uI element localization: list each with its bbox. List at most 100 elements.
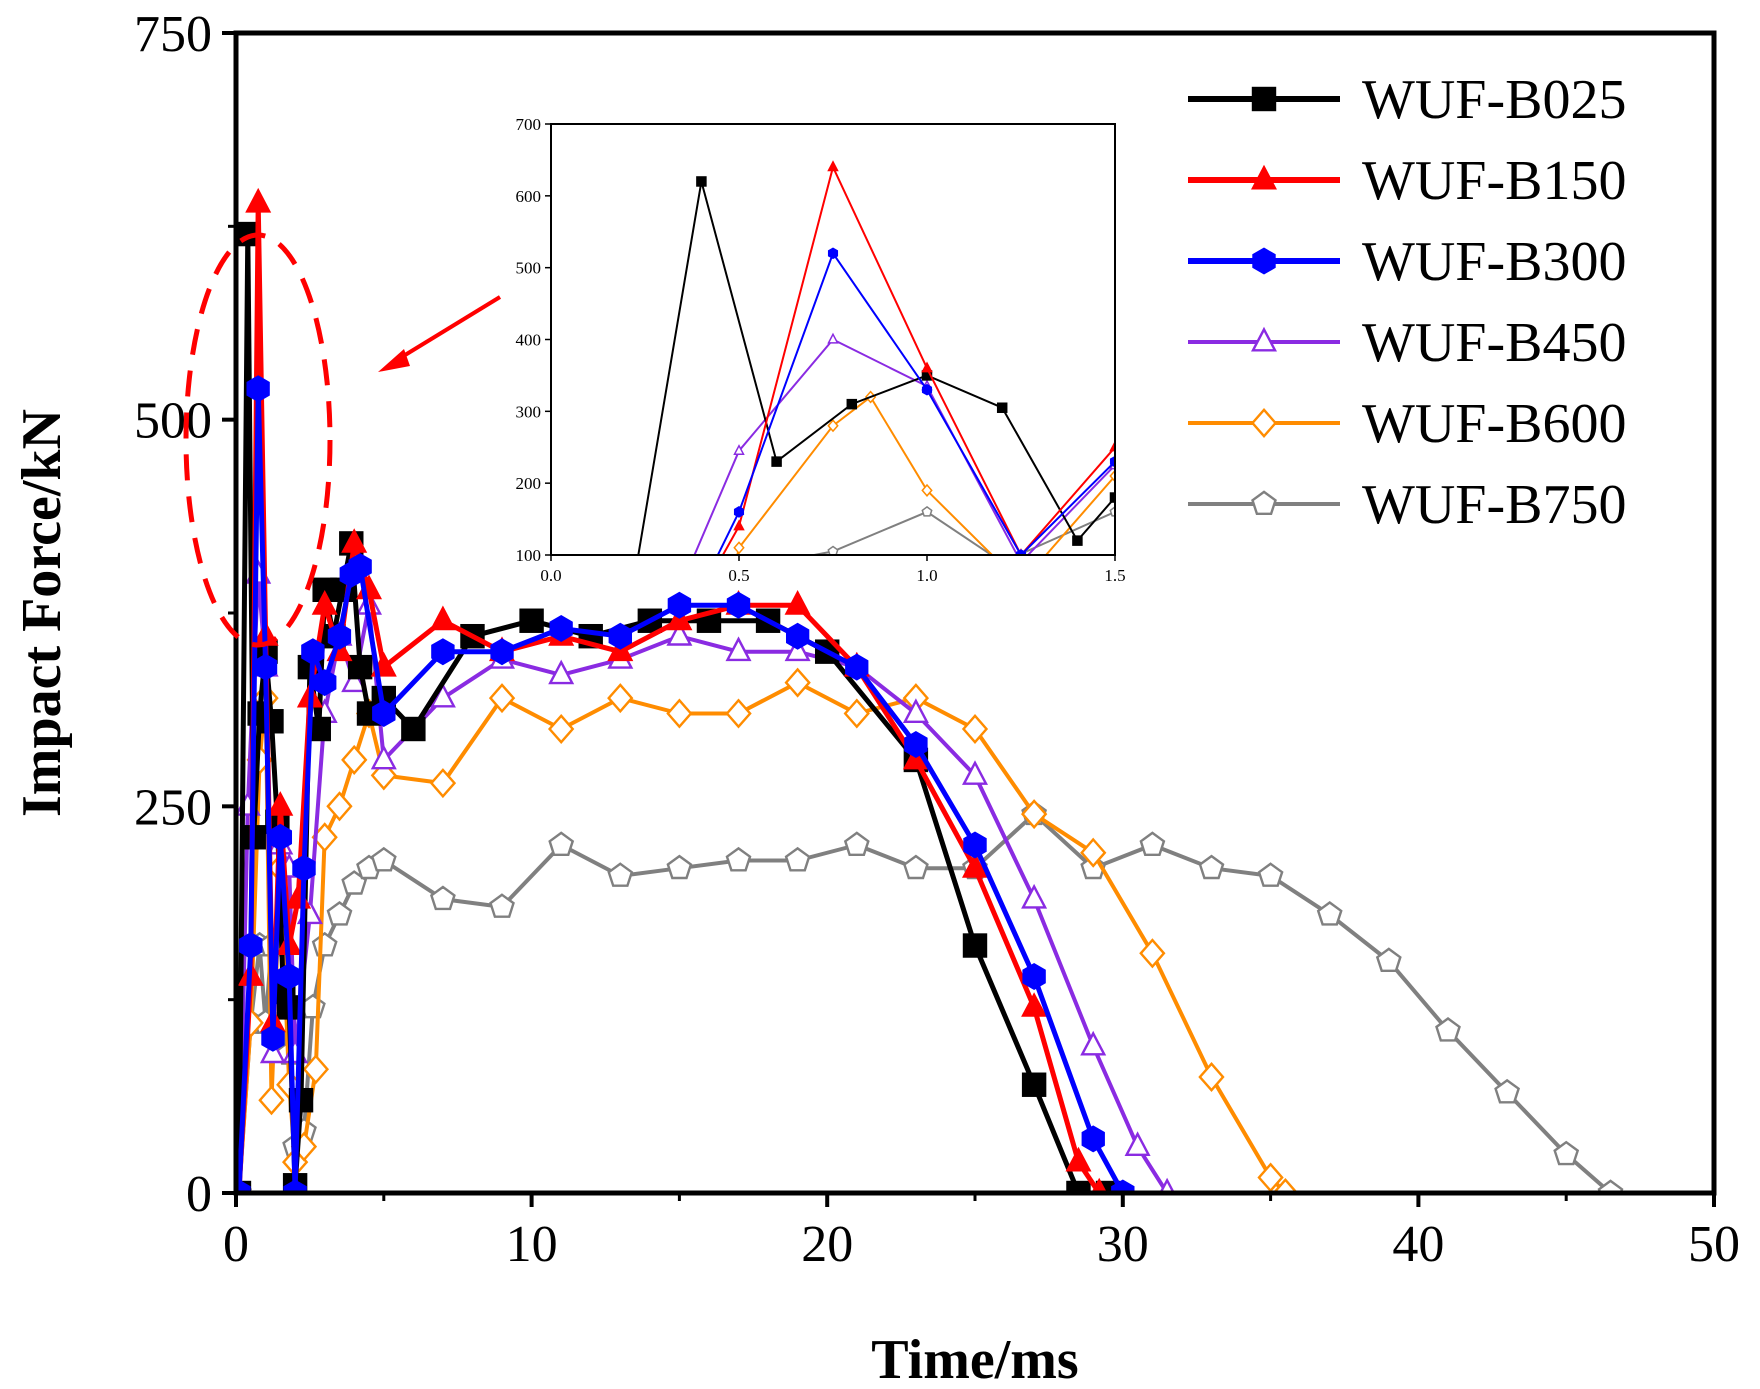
point-wuf-b150-9 (311, 590, 338, 615)
point-wuf-b750-10 (311, 931, 338, 957)
inset-point-wuf-b750-3 (998, 557, 1007, 566)
point-wuf-b150-23 (961, 853, 989, 878)
legend-marker-wuf-b600 (1250, 407, 1278, 439)
point-wuf-b150-14 (429, 605, 456, 631)
inset-point-wuf-b025-6 (1072, 535, 1083, 546)
point-wuf-b750-30 (1316, 901, 1343, 926)
point-wuf-b750-21 (784, 846, 811, 872)
point-wuf-b750-27 (1139, 831, 1166, 857)
point-wuf-b450-23 (961, 760, 989, 785)
legend-label-wuf-b150: WUF-B150 (1362, 150, 1626, 212)
point-wuf-b600-26 (1080, 837, 1107, 868)
inset-point-wuf-b450-2 (827, 332, 839, 344)
series-wuf-b750 (236, 800, 1624, 1193)
inset-line-wuf-b300 (716, 251, 1115, 555)
point-wuf-b300-3 (253, 653, 278, 681)
point-wuf-b750-17 (548, 831, 575, 857)
point-wuf-b600-20 (725, 698, 752, 729)
point-wuf-b750-33 (1494, 1078, 1521, 1104)
inset-point-wuf-b025-5 (996, 402, 1008, 413)
point-wuf-b450-24 (1021, 883, 1048, 909)
point-wuf-b600-15 (429, 768, 457, 799)
point-wuf-b300-14 (372, 700, 396, 727)
inset-series-wuf-b300 (716, 247, 1115, 555)
x-axis-title: Time/ms (871, 1329, 1078, 1389)
inset-point-wuf-b300-4 (1015, 549, 1027, 555)
legend: WUF-B025 WUF-B150 WUF-B300 WUF-B450 WUF-B600… (1188, 69, 1626, 536)
point-wuf-b300-1 (239, 932, 263, 959)
inset-x-tick-label: 0.0 (540, 566, 561, 585)
inset-point-wuf-b300-5 (1109, 455, 1115, 468)
series-wuf-b600 (236, 667, 1299, 1193)
point-wuf-b025-31 (1066, 1180, 1091, 1193)
point-wuf-b600-30 (1272, 1177, 1299, 1193)
point-wuf-b300-7 (283, 1179, 307, 1193)
x-tick-label: 10 (506, 1216, 558, 1273)
point-wuf-b450-13 (370, 744, 397, 770)
inset-y-tick-label: 500 (516, 259, 542, 278)
point-wuf-b750-15 (429, 885, 456, 911)
point-wuf-b300-24 (963, 831, 987, 859)
point-wuf-b300-22 (845, 653, 869, 681)
annotations (183, 232, 502, 648)
point-wuf-b025-5 (259, 709, 284, 734)
point-wuf-b300-19 (667, 591, 692, 619)
inset-x-tick-label: 1.0 (916, 566, 937, 585)
legend-label-wuf-b750: WUF-B750 (1362, 474, 1626, 536)
inset-line-wuf-b025 (637, 181, 1115, 555)
inset-point-wuf-b300-3 (921, 383, 933, 396)
point-wuf-b450-16 (548, 659, 575, 685)
point-wuf-b300-13 (348, 553, 372, 581)
point-wuf-b750-20 (725, 846, 752, 872)
inset-point-wuf-b150-5 (1109, 440, 1115, 452)
point-wuf-b750-23 (902, 854, 929, 880)
y-tick-label: 250 (134, 779, 212, 836)
series-wuf-b300 (236, 375, 1135, 1193)
annotation-arrow-head (378, 349, 410, 372)
main-series-group (236, 187, 1624, 1193)
point-wuf-b150-25 (1065, 1146, 1092, 1172)
point-wuf-b300-2 (246, 375, 270, 403)
inset-point-wuf-b300-1 (733, 506, 745, 518)
inset-point-wuf-b025-1 (696, 176, 707, 187)
inset-x-tick-label: 1.5 (1104, 566, 1125, 585)
legend-marker-wuf-b025 (1251, 86, 1277, 112)
inset-series-wuf-b750 (808, 505, 1115, 566)
inset-y-tick-label: 100 (516, 546, 542, 565)
inset-y-tick-label: 200 (516, 474, 542, 493)
point-wuf-b600-24 (961, 713, 989, 745)
legend-marker-wuf-b300 (1252, 247, 1276, 275)
point-wuf-b600-19 (666, 698, 693, 729)
point-wuf-b750-34 (1553, 1140, 1580, 1166)
point-wuf-b750-11 (326, 901, 353, 926)
point-wuf-b600-16 (488, 683, 516, 714)
point-wuf-b450-26 (1124, 1131, 1151, 1157)
inset-y-tick-label: 300 (516, 402, 542, 421)
inset-x-tick-label: 0.5 (728, 566, 749, 585)
legend-item-wuf-b025: WUF-B025 (1188, 69, 1626, 131)
annotation-arrow-line (390, 295, 502, 365)
point-wuf-b300-18 (608, 622, 633, 650)
x-tick-label: 30 (1097, 1216, 1149, 1273)
inset-line-wuf-b150 (721, 164, 1115, 555)
point-wuf-b300-5 (268, 823, 293, 851)
point-wuf-b300-15 (431, 638, 455, 666)
inset-y-tick-label: 600 (516, 187, 542, 206)
inset-point-wuf-b300-2 (827, 247, 839, 260)
point-wuf-b750-14 (370, 846, 397, 872)
y-axis-title: Impact Force/kN (11, 409, 73, 817)
legend-label-wuf-b025: WUF-B025 (1362, 69, 1626, 131)
inset-series-group (637, 160, 1115, 566)
point-wuf-b300-25 (1022, 963, 1046, 990)
legend-item-wuf-b150: WUF-B150 (1188, 150, 1626, 212)
point-wuf-b300-16 (490, 638, 514, 666)
legend-item-wuf-b300: WUF-B300 (1188, 231, 1626, 293)
legend-marker-wuf-b750 (1251, 490, 1277, 516)
inset-point-wuf-b750-1 (827, 545, 839, 555)
point-wuf-b600-18 (607, 683, 634, 714)
line-wuf-b300 (236, 386, 1125, 1193)
point-wuf-b300-21 (785, 622, 810, 650)
inset-y-tick-label: 400 (516, 331, 542, 350)
legend-marker-wuf-b450 (1250, 326, 1278, 352)
point-wuf-b600-21 (784, 667, 811, 698)
